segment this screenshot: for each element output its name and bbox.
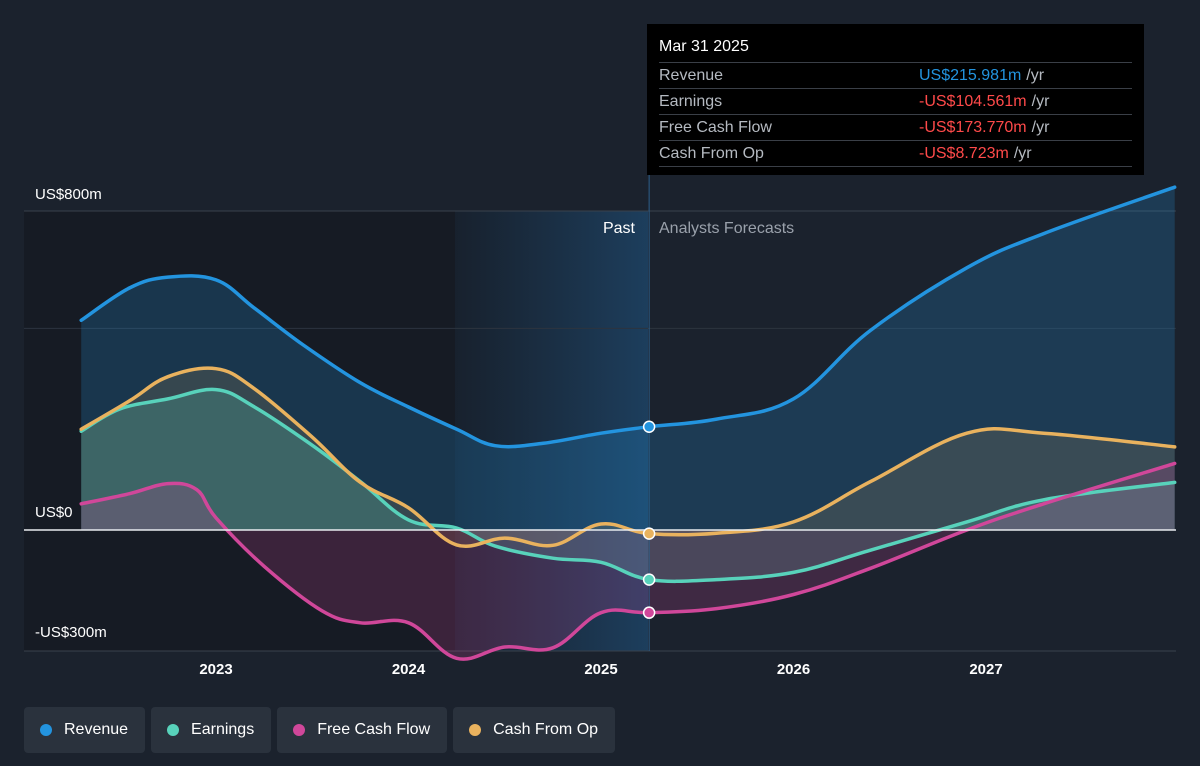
x-tick-label: 2026 — [777, 661, 810, 678]
tooltip-unit: /yr — [1031, 92, 1050, 110]
legend-item-free-cash-flow[interactable]: Free Cash Flow — [277, 707, 448, 753]
marker-free-cash-flow — [642, 606, 656, 619]
tooltip-unit: /yr — [1013, 144, 1032, 162]
y-axis-label-bottom: -US$300m — [35, 624, 107, 641]
data-tooltip: Mar 31 2025 Revenue US$215.981m /yr Earn… — [647, 24, 1144, 175]
series-areas — [81, 187, 1175, 660]
x-tick-label: 2023 — [199, 661, 232, 678]
legend: Revenue Earnings Free Cash Flow Cash Fro… — [24, 707, 616, 753]
legend-item-cash-from-op[interactable]: Cash From Op — [453, 707, 616, 753]
tooltip-label: Revenue — [659, 66, 724, 84]
area-cash-from-op — [81, 368, 1175, 547]
area-revenue — [81, 187, 1175, 530]
marker-revenue — [642, 420, 656, 433]
tooltip-value: -US$104.561m — [919, 92, 1027, 110]
legend-item-earnings[interactable]: Earnings — [151, 707, 272, 753]
series-markers[interactable] — [642, 420, 656, 619]
tooltip-unit: /yr — [1026, 66, 1045, 84]
marker-cash-from-op — [642, 527, 656, 540]
tooltip-label: Cash From Op — [659, 144, 764, 162]
tooltip-row-revenue: Revenue US$215.981m /yr — [659, 62, 1132, 88]
tooltip-unit: /yr — [1031, 118, 1050, 136]
grid — [24, 210, 1176, 652]
past-label: Past — [603, 220, 636, 237]
legend-dot — [167, 724, 180, 736]
tooltip-label: Earnings — [659, 92, 723, 110]
legend-dot — [293, 724, 306, 736]
line-cash-from-op — [79, 366, 1177, 548]
marker-earnings — [642, 573, 656, 586]
x-tick-label: 2025 — [584, 661, 617, 678]
legend-item-revenue[interactable]: Revenue — [24, 707, 146, 753]
tooltip-date: Mar 31 2025 — [659, 38, 749, 55]
tooltip-value: -US$8.723m — [919, 144, 1009, 162]
legend-label: Revenue — [64, 721, 129, 738]
tooltip-label: Free Cash Flow — [659, 118, 772, 136]
y-axis-label-top: US$800m — [35, 186, 102, 203]
line-free-cash-flow — [79, 461, 1177, 661]
y-axis-label-zero: US$0 — [35, 504, 73, 521]
forecast-label: Analysts Forecasts — [659, 220, 794, 237]
x-tick-label: 2024 — [392, 661, 426, 678]
x-tick-label: 2027 — [969, 661, 1002, 678]
line-revenue — [79, 185, 1177, 449]
series-lines — [79, 185, 1177, 661]
legend-label: Cash From Op — [493, 721, 599, 738]
legend-dot — [469, 724, 482, 736]
line-earnings — [79, 387, 1177, 584]
tooltip-row-earnings: Earnings -US$104.561m /yr — [659, 88, 1132, 114]
tooltip-value: US$215.981m — [919, 66, 1022, 84]
x-axis-ticks: 2023 2024 2025 2026 2027 — [199, 661, 1002, 678]
area-free-cash-flow — [81, 463, 1175, 660]
legend-label: Free Cash Flow — [317, 721, 431, 738]
tooltip-row-cash-from-op: Cash From Op -US$8.723m /yr — [659, 140, 1132, 167]
tooltip-row-free-cash-flow: Free Cash Flow -US$173.770m /yr — [659, 114, 1132, 140]
area-earnings — [81, 389, 1175, 582]
tooltip-value: -US$173.770m — [919, 118, 1027, 136]
legend-dot — [40, 724, 52, 736]
legend-label: Earnings — [191, 721, 255, 738]
financial-chart: US$800m US$0 -US$300m Past Analysts Fore… — [24, 175, 1177, 678]
